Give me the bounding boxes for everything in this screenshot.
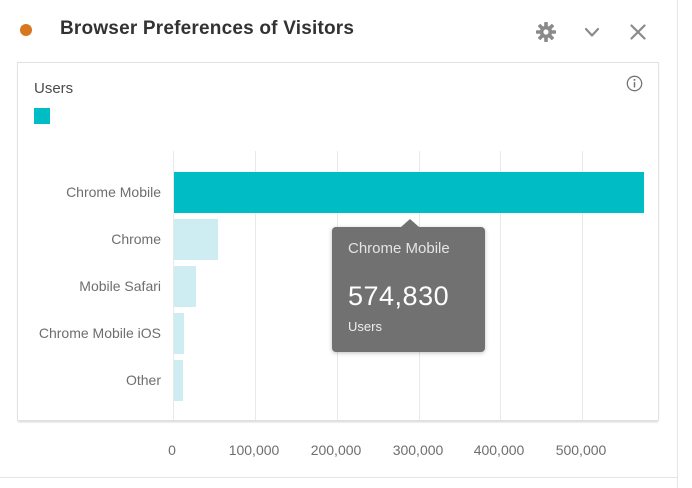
gear-icon bbox=[536, 22, 556, 42]
legend-label: Users bbox=[34, 80, 74, 97]
bar[interactable] bbox=[174, 313, 184, 354]
tooltip-arrow bbox=[401, 219, 419, 227]
page-title: Browser Preferences of Visitors bbox=[60, 18, 355, 39]
bar[interactable] bbox=[174, 360, 183, 401]
settings-button[interactable] bbox=[534, 20, 558, 44]
info-icon bbox=[626, 75, 642, 91]
gridline bbox=[500, 151, 501, 420]
legend-swatch[interactable] bbox=[34, 108, 50, 124]
widget-status-dot bbox=[20, 24, 32, 36]
tooltip-metric: Users bbox=[348, 319, 382, 334]
tooltip-value: 574,830 bbox=[348, 281, 450, 311]
category-label: Chrome Mobile iOS bbox=[38, 325, 161, 341]
tooltip: Chrome Mobile 574,830 Users bbox=[332, 219, 485, 352]
close-button[interactable] bbox=[626, 20, 650, 44]
chevron-down-icon bbox=[584, 27, 600, 37]
collapse-button[interactable] bbox=[580, 20, 604, 44]
plot-area bbox=[173, 149, 659, 420]
category-label: Mobile Safari bbox=[79, 278, 161, 294]
category-label: Chrome Mobile bbox=[66, 184, 161, 200]
category-labels: Chrome Mobile Chrome Mobile Safari Chrome M… bbox=[18, 149, 173, 420]
x-axis-labels: 0 100,000 200,000 300,000 400,000 500,000 bbox=[168, 442, 659, 462]
frame-right-border bbox=[677, 0, 678, 488]
bar[interactable] bbox=[174, 219, 218, 260]
x-tick-label: 100,000 bbox=[228, 442, 280, 458]
bar[interactable] bbox=[174, 172, 644, 213]
close-icon bbox=[630, 24, 646, 40]
tooltip-category: Chrome Mobile bbox=[348, 240, 450, 257]
x-tick-label: 200,000 bbox=[310, 442, 362, 458]
category-label: Other bbox=[125, 372, 161, 388]
x-tick-label: 0 bbox=[168, 442, 176, 458]
frame-bottom-border bbox=[0, 477, 678, 478]
info-button[interactable] bbox=[623, 72, 645, 94]
x-tick-label: 500,000 bbox=[555, 442, 607, 458]
gridline bbox=[255, 151, 256, 420]
x-tick-label: 300,000 bbox=[392, 442, 444, 458]
x-tick-label: 400,000 bbox=[473, 442, 525, 458]
category-label: Chrome bbox=[111, 231, 161, 247]
bar[interactable] bbox=[174, 266, 196, 307]
gridline bbox=[582, 151, 583, 420]
header-toolbar bbox=[534, 20, 650, 44]
gridline bbox=[173, 151, 174, 420]
